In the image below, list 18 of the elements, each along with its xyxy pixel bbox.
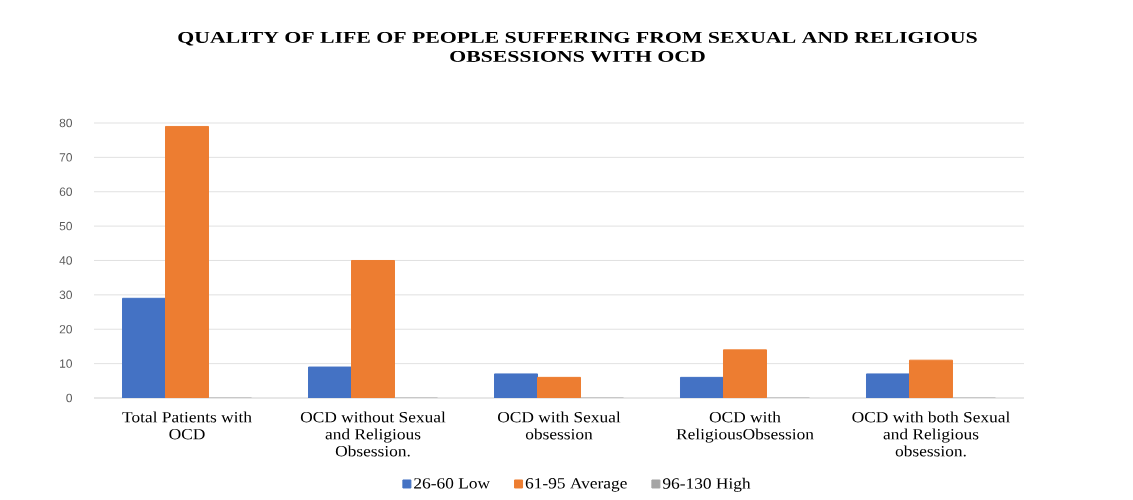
x-tick-label: OCD without Sexual and Religious Obsession. <box>300 411 446 457</box>
y-tick-label: 40 <box>59 256 73 265</box>
x-tick-label: Total Patients with OCD <box>122 411 252 440</box>
y-tick-label: 30 <box>59 290 73 300</box>
chart-title: QUALITY OF LIFE OF PEOPLE SUFFERING FROM SEXUAL AND RELIGIOUS OBSESSIONS WITH OCD <box>178 31 977 63</box>
y-tick-label: 10 <box>60 359 73 368</box>
y-tick-label: 60 <box>59 187 73 196</box>
legend-label: 96-130 High <box>662 477 751 492</box>
y-tick-label: 20 <box>59 324 73 334</box>
y-tick-label: 50 <box>59 221 73 231</box>
x-tick-label: OCD with Sexual obsession <box>497 411 621 440</box>
y-tick-label: 80 <box>59 118 73 128</box>
y-tick-label: 70 <box>59 153 73 162</box>
legend-label: 61-95 Average <box>525 478 627 492</box>
legend-label: 26-60 Low <box>414 478 490 489</box>
y-tick-label: 0 <box>66 393 73 403</box>
x-tick-label: OCD with ReligiousObsession <box>676 411 814 443</box>
x-tick-label: OCD with both Sexual and Religious obsession. <box>852 411 1010 457</box>
